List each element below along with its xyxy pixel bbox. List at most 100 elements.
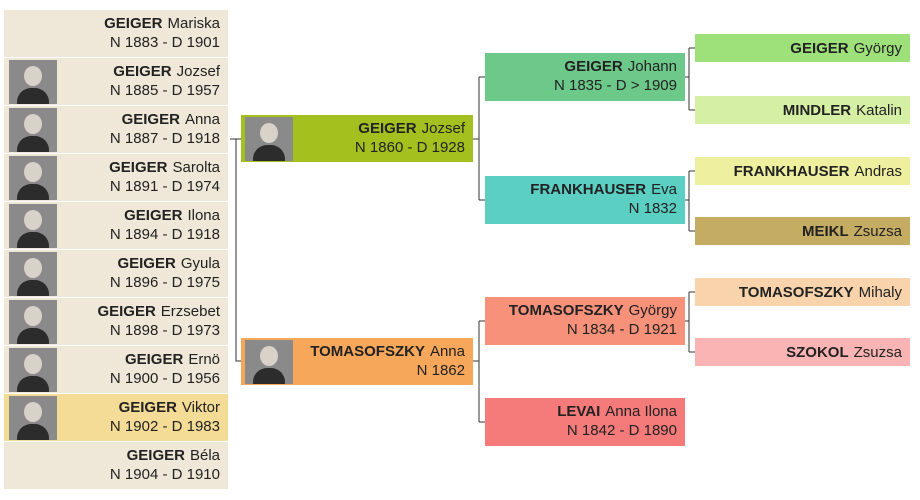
- given-name: Andras: [854, 163, 902, 180]
- name-line: GEIGER Jozsef: [241, 119, 465, 138]
- given-name: Erzsebet: [160, 303, 220, 320]
- dates: N 1891 - D 1974: [109, 178, 220, 195]
- name-line: TOMASOFSZKY Mihaly: [695, 283, 902, 302]
- name-line: GEIGER Béla: [4, 446, 220, 465]
- dates: N 1883 - D 1901: [109, 34, 220, 51]
- name-line: TOMASOFSZKY György: [485, 301, 677, 320]
- dates: N 1887 - D 1918: [109, 130, 220, 147]
- name-line: TOMASOFSZKY Anna: [241, 342, 465, 361]
- dates: N 1842 - D 1890: [566, 422, 677, 439]
- given-name: Zsuzsa: [853, 344, 902, 361]
- photo: [9, 60, 57, 104]
- given-name: Jozsef: [176, 63, 220, 80]
- name-line: GEIGER Sarolta: [4, 158, 220, 177]
- given-name: Sarolta: [172, 159, 220, 176]
- great-grandparent-card: MINDLER Katalin: [695, 96, 910, 124]
- surname: GEIGER: [124, 351, 184, 368]
- given-name: Zsuzsa: [853, 223, 902, 240]
- surname: FRANKHAUSER: [733, 163, 850, 180]
- name-line: GEIGER Jozsef: [4, 62, 220, 81]
- given-name: Eva: [651, 181, 677, 198]
- connector: [230, 138, 241, 362]
- great-grandparent-card: MEIKL Zsuzsa: [695, 217, 910, 245]
- surname: MINDLER: [782, 102, 852, 119]
- great-grandparent-card: SZOKOL Zsuzsa: [695, 338, 910, 366]
- dates: N 1862: [416, 362, 465, 379]
- name-line: FRANKHAUSER Andras: [695, 162, 902, 181]
- child-card: GEIGER Béla N 1904 - D 1910: [4, 442, 228, 489]
- grandparent-card: TOMASOFSZKY György N 1834 - D 1921: [485, 297, 685, 345]
- dates: N 1894 - D 1918: [109, 226, 220, 243]
- grandparent-card: FRANKHAUSER Eva N 1832: [485, 176, 685, 224]
- grandparent-card: GEIGER Johann N 1835 - D > 1909: [485, 53, 685, 101]
- photo: [9, 300, 57, 344]
- dates: N 1896 - D 1975: [109, 274, 220, 291]
- photo: [9, 252, 57, 296]
- dates: N 1902 - D 1983: [109, 418, 220, 435]
- dates: N 1900 - D 1956: [109, 370, 220, 387]
- surname: GEIGER: [790, 40, 849, 57]
- surname: TOMASOFSZKY: [310, 343, 425, 360]
- surname: TOMASOFSZKY: [738, 284, 854, 301]
- given-name: Gyula: [180, 255, 220, 272]
- dates: N 1898 - D 1973: [109, 322, 220, 339]
- surname: GEIGER: [118, 399, 177, 416]
- name-line: GEIGER Erzsebet: [4, 302, 220, 321]
- photo: [9, 108, 57, 152]
- dates: N 1834 - D 1921: [566, 321, 677, 338]
- photo: [9, 348, 57, 392]
- connector: [473, 320, 485, 423]
- given-name: Viktor: [181, 399, 220, 416]
- name-line: GEIGER Mariska: [4, 14, 220, 33]
- given-name: Jozsef: [421, 120, 465, 137]
- surname: GEIGER: [97, 303, 156, 320]
- surname: LEVAI: [557, 403, 601, 420]
- dates: N 1885 - D 1957: [109, 82, 220, 99]
- name-line: LEVAI Anna Ilona: [485, 402, 677, 421]
- surname: SZOKOL: [786, 344, 849, 361]
- great-grandparent-card: GEIGER György: [695, 34, 910, 62]
- given-name: Anna Ilona: [605, 403, 677, 420]
- great-grandparent-card: FRANKHAUSER Andras: [695, 157, 910, 185]
- name-line: MINDLER Katalin: [695, 101, 902, 120]
- name-line: SZOKOL Zsuzsa: [695, 343, 902, 362]
- surname: GEIGER: [126, 447, 185, 464]
- name-line: GEIGER Ilona: [4, 206, 220, 225]
- connector: [685, 291, 695, 353]
- surname: GEIGER: [117, 255, 176, 272]
- surname: GEIGER: [358, 120, 417, 137]
- given-name: Mariska: [167, 15, 220, 32]
- connector: [473, 76, 485, 201]
- dates: N 1835 - D > 1909: [554, 77, 677, 94]
- dates: N 1860 - D 1928: [354, 139, 465, 156]
- connector: [685, 47, 695, 111]
- name-line: GEIGER Viktor: [4, 398, 220, 417]
- photo: [9, 396, 57, 440]
- dates: N 1832: [628, 200, 677, 217]
- given-name: Mihaly: [858, 284, 902, 301]
- great-grandparent-card: TOMASOFSZKY Mihaly: [695, 278, 910, 306]
- name-line: GEIGER Johann: [485, 57, 677, 76]
- name-line: GEIGER Ernö: [4, 350, 220, 369]
- photo: [9, 156, 57, 200]
- name-line: GEIGER Anna: [4, 110, 220, 129]
- name-line: GEIGER Gyula: [4, 254, 220, 273]
- surname: GEIGER: [113, 63, 172, 80]
- given-name: György: [628, 302, 677, 319]
- given-name: Anna: [429, 343, 465, 360]
- given-name: Béla: [189, 447, 220, 464]
- grandparent-card: LEVAI Anna Ilona N 1842 - D 1890: [485, 398, 685, 446]
- given-name: Katalin: [856, 102, 902, 119]
- surname: GEIGER: [109, 159, 168, 176]
- given-name: Anna: [184, 111, 220, 128]
- photo: [245, 117, 293, 161]
- given-name: Ilona: [187, 207, 220, 224]
- surname: GEIGER: [121, 111, 180, 128]
- photo: [9, 204, 57, 248]
- photo: [245, 340, 293, 384]
- given-name: Ernö: [188, 351, 220, 368]
- connector: [685, 170, 695, 232]
- given-name: Johann: [627, 58, 677, 75]
- dates: N 1904 - D 1910: [109, 466, 220, 483]
